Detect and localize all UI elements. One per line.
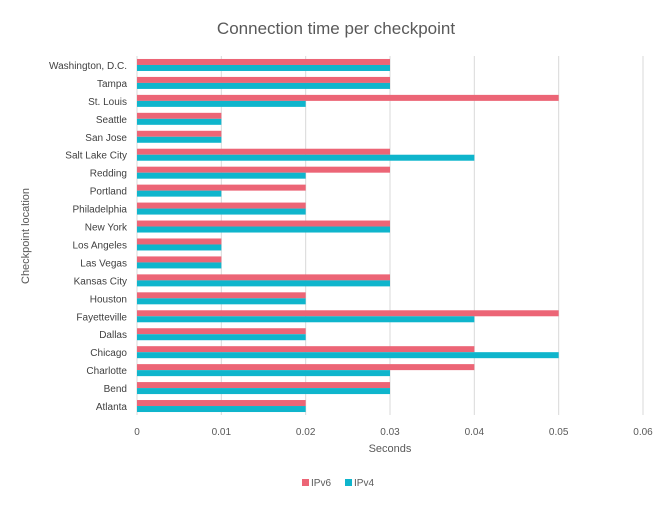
bar-ipv4	[137, 280, 390, 287]
x-tick-label: 0	[134, 427, 140, 438]
bar-ipv4	[137, 352, 559, 359]
bar-ipv6	[137, 400, 306, 407]
category-label: Washington, D.C.	[49, 61, 127, 72]
category-label: Los Angeles	[73, 240, 128, 251]
category-label: Charlotte	[86, 366, 127, 377]
x-tick-label: 0.04	[465, 427, 485, 438]
bar-ipv4	[137, 262, 222, 269]
category-label: Las Vegas	[80, 258, 127, 269]
category-label: Chicago	[90, 348, 127, 359]
bar-ipv4	[137, 208, 306, 215]
bar-ipv4	[137, 406, 306, 413]
category-label: Bend	[104, 384, 127, 395]
bar-ipv6	[137, 328, 306, 335]
x-axis-title: Seconds	[369, 443, 412, 455]
category-label: Dallas	[99, 330, 127, 341]
bar-ipv4	[137, 334, 306, 341]
bar-ipv6	[137, 202, 306, 209]
category-label: San Jose	[85, 133, 127, 144]
bar-ipv4	[137, 226, 390, 233]
bar-ipv4	[137, 82, 390, 89]
category-label: Atlanta	[96, 402, 128, 413]
x-tick-label: 0.06	[633, 427, 653, 438]
bar-ipv6	[137, 148, 390, 155]
legend-label: IPv4	[354, 478, 374, 489]
x-tick-label: 0.05	[549, 427, 569, 438]
category-label: Seattle	[96, 115, 128, 126]
category-label: Fayetteville	[76, 312, 127, 323]
bar-ipv6	[137, 274, 390, 281]
bar-ipv4	[137, 100, 306, 107]
bar-ipv6	[137, 220, 390, 227]
bar-ipv6	[137, 130, 222, 137]
category-label: Philadelphia	[73, 205, 128, 216]
x-tick-label: 0.02	[296, 427, 316, 438]
bar-ipv6	[137, 94, 559, 101]
bar-ipv6	[137, 184, 306, 191]
bar-ipv4	[137, 370, 390, 377]
bar-ipv6	[137, 364, 475, 371]
bar-ipv6	[137, 292, 306, 299]
x-tick-label: 0.01	[212, 427, 232, 438]
category-labels: Washington, D.C. Tampa St. Louis Seattle San…	[49, 61, 128, 413]
bar-ipv6	[137, 310, 559, 317]
bar-ipv4	[137, 190, 222, 197]
legend: IPv6 IPv4	[302, 478, 374, 489]
x-tick-labels: 0 0.01 0.02 0.03 0.04 0.05 0.06	[134, 427, 653, 438]
category-label: Portland	[90, 187, 127, 198]
x-tick-label: 0.03	[380, 427, 400, 438]
bar-ipv6	[137, 166, 390, 173]
category-label: Tampa	[97, 79, 127, 90]
bar-ipv4	[137, 64, 390, 71]
legend-swatch	[345, 479, 352, 486]
chart-title: Connection time per checkpoint	[217, 19, 455, 38]
y-axis-title: Checkpoint location	[20, 188, 32, 284]
bar-ipv4	[137, 244, 222, 251]
bar-ipv4	[137, 172, 306, 179]
bar-ipv4	[137, 298, 306, 305]
bar-ipv6	[137, 346, 475, 353]
bar-ipv4	[137, 136, 222, 143]
bar-ipv6	[137, 238, 222, 245]
category-label: Houston	[90, 294, 127, 305]
legend-swatch	[302, 479, 309, 486]
bar-ipv6	[137, 112, 222, 119]
legend-label: IPv6	[311, 478, 331, 489]
bar-ipv6	[137, 256, 222, 263]
category-label: Kansas City	[74, 276, 127, 287]
bar-ipv4	[137, 388, 390, 395]
category-label: Redding	[90, 169, 127, 180]
bar-ipv6	[137, 382, 390, 389]
bars	[137, 58, 559, 413]
bar-ipv4	[137, 316, 475, 323]
gridlines	[136, 56, 644, 415]
category-label: New York	[85, 223, 128, 234]
category-label: St. Louis	[88, 97, 127, 108]
bar-ipv6	[137, 76, 390, 83]
bar-ipv6	[137, 58, 390, 65]
bar-ipv4	[137, 154, 475, 161]
bar-ipv4	[137, 118, 222, 125]
category-label: Salt Lake City	[65, 151, 127, 162]
